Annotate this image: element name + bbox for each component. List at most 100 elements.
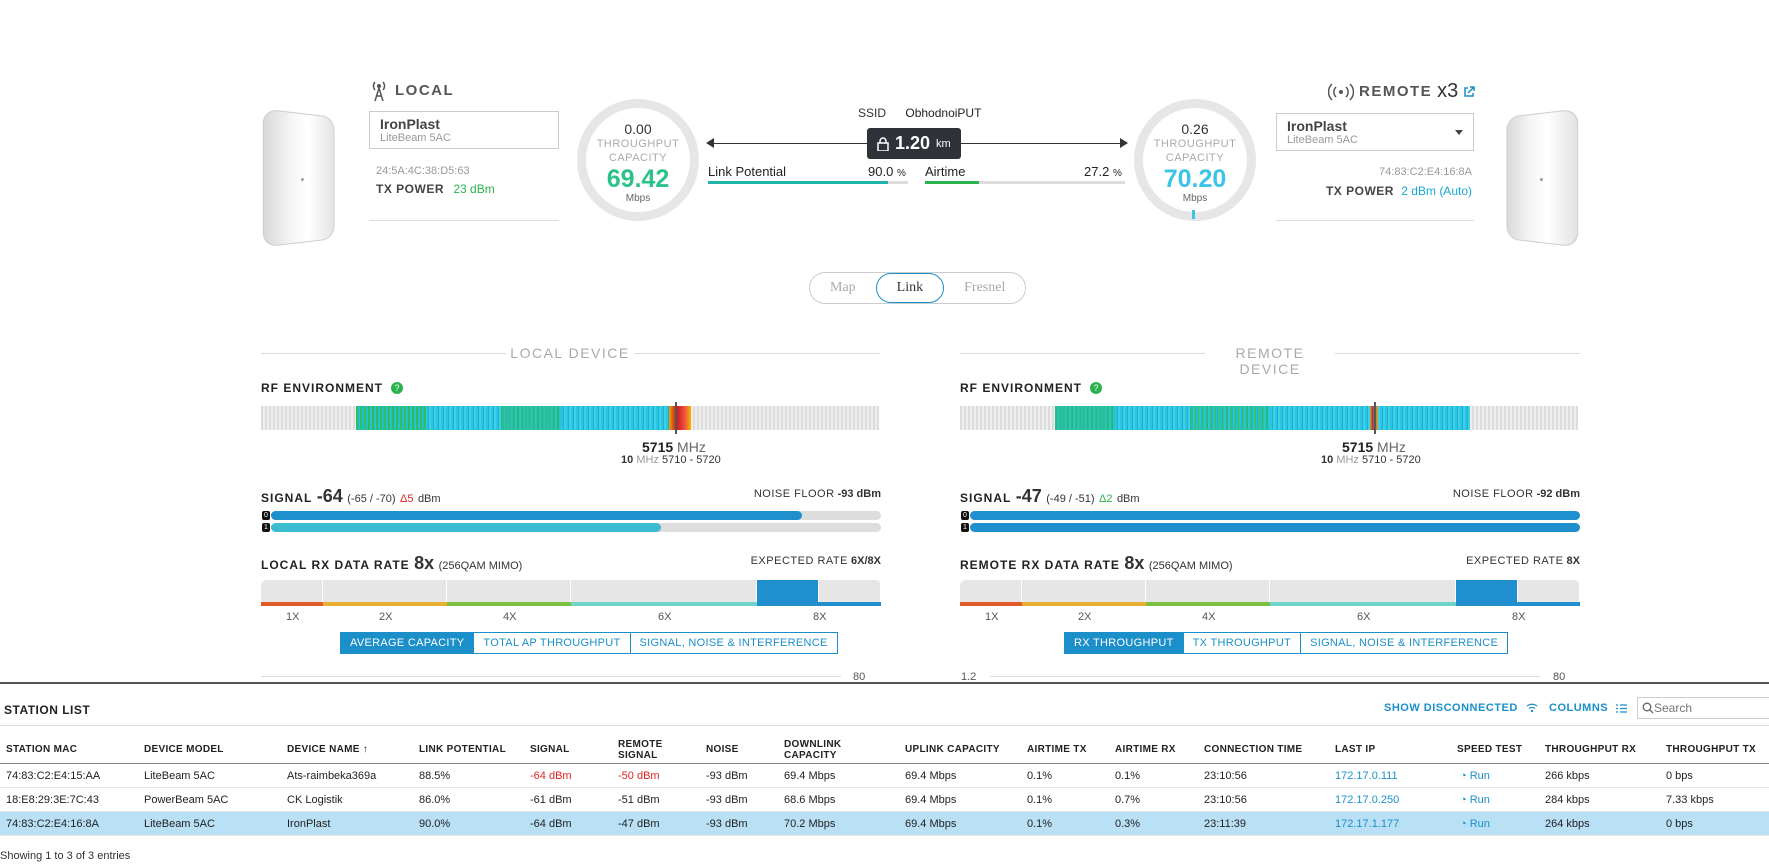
table-row[interactable]: 18:E8:29:3E:7C:43 PowerBeam 5AC CK Logis… (0, 788, 1769, 812)
col-link-potential[interactable]: LINK POTENTIAL (419, 744, 506, 755)
tab-fresnel[interactable]: Fresnel (964, 280, 1006, 295)
last-ip-link[interactable]: 172.17.0.250 (1335, 794, 1400, 806)
remote-capacity-value: 70.20 (1163, 165, 1227, 193)
speed-test-run[interactable]: ◔ Run (1460, 794, 1490, 806)
table-row-selected[interactable]: 74:83:C2:E4:16:8A LiteBeam 5AC IronPlast… (0, 812, 1769, 836)
local-chain-1: 1 (262, 523, 270, 532)
table-header-rule (0, 763, 1769, 764)
chevron-down-icon (1455, 130, 1463, 135)
remote-section-title: REMOTE DEVICE (1235, 345, 1305, 377)
local-tick-8x: 8X (813, 611, 827, 623)
remote-section-line-right (1335, 353, 1580, 354)
col-device-name[interactable]: DEVICE NAME ↑ (287, 744, 369, 755)
table-footer: Showing 1 to 3 of 3 entries (0, 850, 131, 862)
tab-remote-signal-noise[interactable]: SIGNAL, NOISE & INTERFERENCE (1310, 637, 1499, 649)
remote-signal-bar-0 (970, 511, 1580, 520)
remote-axis-value: 80 (1553, 671, 1566, 683)
local-capacity-unit: Mbps (625, 193, 651, 204)
col-throughput-rx[interactable]: THROUGHPUT RX (1545, 744, 1637, 755)
ssid-value: ObhodnoiPUT (905, 106, 982, 120)
local-divider (369, 220, 559, 221)
remote-title: REMOTE (1359, 83, 1433, 100)
help-icon[interactable]: ? (391, 382, 403, 394)
local-noise-floor: NOISE FLOOR -93 dBm (753, 488, 881, 500)
remote-count: x3 (1437, 80, 1459, 102)
local-capacity-label: CAPACITY (608, 152, 668, 164)
airtime-bar (925, 181, 1125, 184)
col-uplink-capacity[interactable]: UPLINK CAPACITY (905, 744, 1000, 755)
search-input[interactable] (1654, 701, 1764, 715)
tab-signal-noise[interactable]: SIGNAL, NOISE & INTERFERENCE (639, 637, 828, 649)
show-disconnected-toggle[interactable]: SHOW DISCONNECTED (1384, 702, 1538, 714)
remote-mac: 74:83:C2:E4:16:8A (1379, 166, 1472, 178)
lock-icon (877, 136, 889, 151)
broadcast-icon (1328, 82, 1354, 101)
local-spectrum-mid (501, 406, 561, 430)
col-speed-test[interactable]: SPEED TEST (1457, 744, 1523, 755)
station-list-panel: STATION LIST SHOW DISCONNECTED COLUMNS S… (0, 682, 1769, 865)
local-tx-power: TX POWER 23 dBm (376, 182, 495, 196)
tab-total-ap-throughput[interactable]: TOTAL AP THROUGHPUT (474, 633, 631, 653)
col-noise[interactable]: NOISE (706, 744, 739, 755)
col-remote-signal[interactable]: REMOTE SIGNAL (618, 739, 663, 761)
remote-rf-label: RF ENVIRONMENT (960, 381, 1082, 395)
col-signal[interactable]: SIGNAL (530, 744, 570, 755)
local-device-select[interactable]: IronPlast LiteBeam 5AC (369, 111, 559, 149)
search-box (1637, 697, 1769, 719)
external-link-icon[interactable] (1463, 85, 1476, 98)
speed-test-run[interactable]: ◔ Run (1460, 818, 1490, 830)
remote-tx-value: 2 dBm (Auto) (1401, 184, 1472, 198)
tab-rx-throughput[interactable]: RX THROUGHPUT (1065, 633, 1184, 653)
last-ip-link[interactable]: 172.17.1.177 (1335, 818, 1400, 830)
table-row[interactable]: 74:83:C2:E4:15:AA LiteBeam 5AC Ats-raimb… (0, 764, 1769, 788)
col-device-model[interactable]: DEVICE MODEL (144, 744, 224, 755)
local-tick-2x: 2X (379, 611, 393, 623)
col-airtime-tx[interactable]: AIRTIME TX (1027, 744, 1087, 755)
local-throughput-label: THROUGHPUT (596, 138, 680, 150)
local-chart-tabs: AVERAGE CAPACITY TOTAL AP THROUGHPUT SIG… (340, 632, 838, 654)
view-switch: Map Link Fresnel (809, 272, 1027, 304)
local-signal: SIGNAL -64 (-65 / -70) Δ5 dBm (261, 486, 441, 506)
remote-throughput: 0.26 (1181, 121, 1209, 137)
local-section-title: LOCAL DEVICE (510, 345, 630, 361)
local-mac: 24:5A:4C:38:D5:63 (376, 165, 470, 177)
remote-freq-marker (1374, 402, 1376, 434)
local-channel-width: 10 MHz 5710 - 5720 (621, 454, 721, 466)
remote-gauge-marker (1192, 210, 1195, 219)
col-station-mac[interactable]: STATION MAC (6, 744, 78, 755)
tab-link[interactable]: Link (875, 273, 945, 303)
last-ip-link[interactable]: 172.17.0.111 (1335, 770, 1398, 782)
local-capacity-value: 69.42 (606, 165, 670, 193)
local-header: LOCAL (369, 78, 454, 102)
speed-test-run[interactable]: ◔ Run (1460, 770, 1490, 782)
col-downlink-capacity[interactable]: DOWNLINK CAPACITY (784, 739, 842, 761)
remote-spectrum (960, 402, 1578, 434)
local-signal-bar-0 (271, 511, 881, 520)
local-spectrum-peak (669, 406, 691, 430)
local-axis-value: 80 (853, 671, 866, 683)
local-capacity-gauge: 0.00 THROUGHPUT CAPACITY 69.42 Mbps (577, 99, 699, 221)
remote-tick-2x: 2X (1078, 611, 1092, 623)
local-device-image (262, 108, 335, 248)
airtime-label: Airtime (925, 164, 966, 179)
col-connection-time[interactable]: CONNECTION TIME (1204, 744, 1303, 755)
remote-spectrum-mid (1190, 406, 1270, 430)
remote-signal: SIGNAL -47 (-49 / -51) Δ2 dBm (960, 486, 1140, 506)
local-spectrum-low (356, 406, 426, 430)
remote-device-select[interactable]: IronPlast LiteBeam 5AC (1276, 113, 1474, 151)
local-throughput: 0.00 (624, 121, 652, 137)
col-last-ip[interactable]: LAST IP (1335, 744, 1376, 755)
tab-map[interactable]: Map (830, 280, 856, 295)
help-icon[interactable]: ? (1090, 382, 1102, 394)
remote-tx-label: TX POWER (1325, 184, 1394, 198)
local-device-model: LiteBeam 5AC (380, 132, 451, 144)
remote-tick-6x: 6X (1357, 611, 1371, 623)
columns-button[interactable]: COLUMNS (1549, 702, 1628, 714)
tab-average-capacity[interactable]: AVERAGE CAPACITY (341, 633, 475, 653)
tab-tx-throughput[interactable]: TX THROUGHPUT (1184, 633, 1302, 653)
remote-tick-8x: 8X (1512, 611, 1526, 623)
local-freq-marker (675, 402, 677, 434)
remote-device-model: LiteBeam 5AC (1287, 134, 1358, 146)
col-throughput-tx[interactable]: THROUGHPUT TX (1666, 744, 1757, 755)
col-airtime-rx[interactable]: AIRTIME RX (1115, 744, 1176, 755)
